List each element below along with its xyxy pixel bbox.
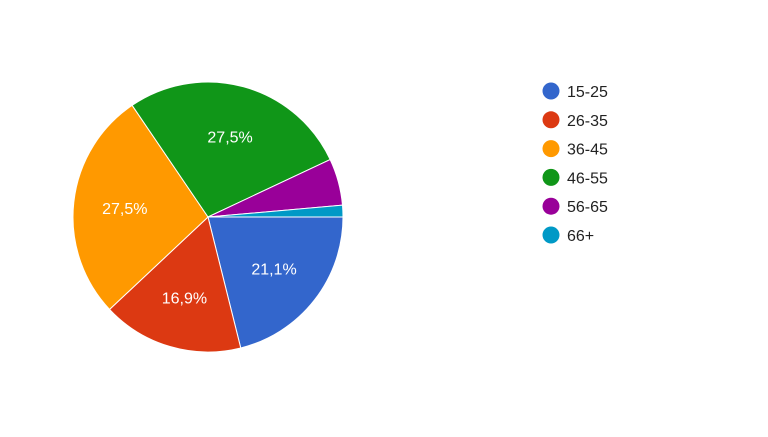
legend-swatch [542, 226, 560, 244]
legend-item-56-65[interactable]: 56-65 [542, 197, 609, 217]
slice-label-36-45: 27,5% [102, 201, 147, 218]
legend-label: 66+ [567, 228, 594, 245]
legend-item-36-45[interactable]: 36-45 [542, 140, 609, 159]
legend-label: 36-45 [567, 142, 608, 159]
legend-swatch [542, 168, 560, 186]
legend-swatch [542, 82, 560, 100]
legend-item-15-25[interactable]: 15-25 [542, 82, 609, 102]
slice-label-26-35: 16,9% [162, 290, 207, 307]
pie-slices [72, 81, 344, 353]
legend-item-66plus[interactable]: 66+ [542, 226, 595, 246]
pie-slice-46-55[interactable] [131, 81, 331, 218]
pie-slice-15-25[interactable] [207, 216, 344, 349]
legend-item-46-55[interactable]: 46-55 [542, 168, 609, 188]
legend-label: 26-35 [567, 113, 608, 130]
legend: 15-25 26-35 36-45 46-55 56-65 66+ [542, 82, 609, 246]
legend-item-26-35[interactable]: 26-35 [542, 111, 609, 130]
pie-slice-36-45[interactable] [72, 104, 209, 311]
legend-label: 46-55 [567, 170, 608, 187]
legend-swatch [542, 140, 560, 158]
slice-label-46-55: 27,5% [207, 129, 252, 146]
legend-label: 15-25 [567, 84, 608, 101]
slice-label-15-25: 21,1% [251, 262, 296, 279]
legend-swatch [542, 197, 560, 215]
legend-label: 56-65 [567, 199, 608, 216]
pie-slice-labels: 21,1% 16,9% 27,5% 27,5% [102, 129, 297, 307]
legend-swatch [542, 111, 560, 129]
pie-slice-26-35[interactable] [108, 216, 242, 353]
pie-slice-66plus[interactable] [207, 204, 344, 218]
